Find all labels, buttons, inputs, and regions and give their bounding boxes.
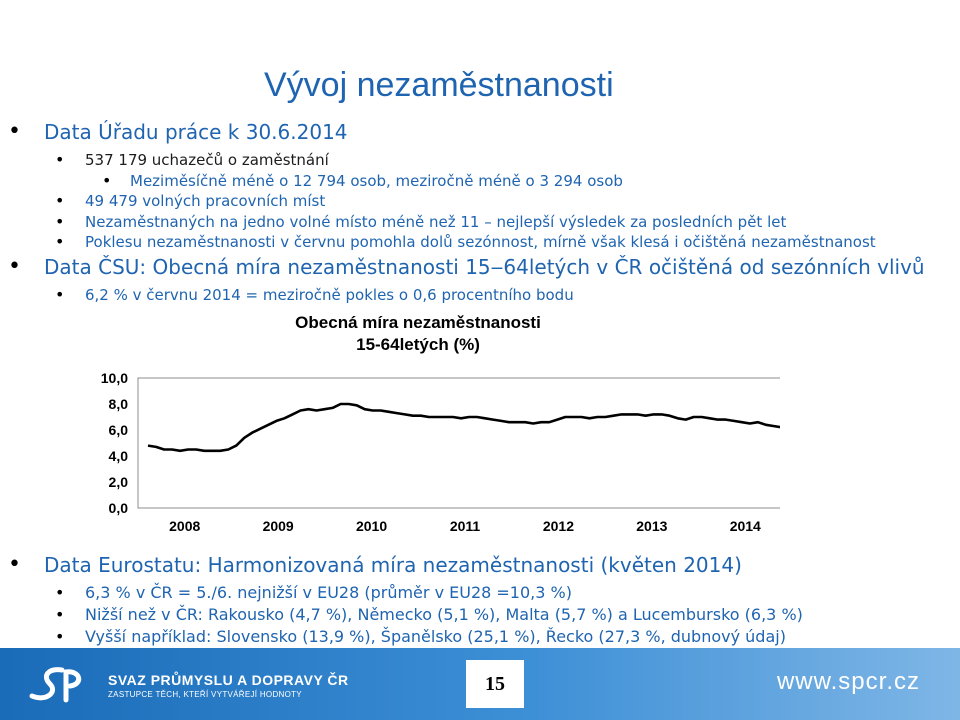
- chart-title-line: 15-64letých (%): [356, 335, 480, 354]
- y-tick-label: 2,0: [109, 474, 129, 490]
- y-tick-label: 0,0: [109, 500, 129, 516]
- org-tagline: ZASTUPCE TĚCH, KTEŘÍ VYTVÁŘEJÍ HODNOTY: [108, 690, 302, 699]
- bullet-list-bottom: Data Eurostatu: Harmonizovaná míra nezam…: [0, 551, 960, 649]
- bullet-item: 49 479 volných pracovních míst: [0, 191, 960, 212]
- footer-bar: SVAZ PRŮMYSLU A DOPRAVY ČR ZASTUPCE TĚCH…: [0, 648, 960, 720]
- chart-title-line: Obecná míra nezaměstnanosti: [295, 313, 541, 332]
- x-tick-label: 2012: [543, 518, 574, 534]
- x-tick-label: 2010: [356, 518, 387, 534]
- website-link[interactable]: www.spcr.cz: [776, 668, 920, 695]
- x-tick-label: 2009: [263, 518, 294, 534]
- bullet-item: 537 179 uchazečů o zaměstnání: [0, 150, 960, 171]
- slide-title: Vývoj nezaměstnanosti: [264, 66, 614, 104]
- x-tick-label: 2008: [169, 518, 200, 534]
- y-tick-label: 6,0: [109, 422, 129, 438]
- bullet-item: Nižší než v ČR: Rakousko (4,7 %), Německ…: [0, 605, 960, 627]
- org-name: SVAZ PRŮMYSLU A DOPRAVY ČR: [108, 672, 349, 688]
- page-number: 15: [466, 660, 524, 708]
- spcr-logo-icon: [29, 667, 82, 703]
- bullet-item: Vyšší například: Slovensko (13,9 %), Špa…: [0, 627, 960, 649]
- bullet-item: 6,2 % v červnu 2014 = meziročně pokles o…: [0, 285, 960, 306]
- plot-area: [137, 377, 780, 509]
- bullet-item: Poklesu nezaměstnanosti v červnu pomohla…: [0, 232, 960, 253]
- bullet-item: Data Eurostatu: Harmonizovaná míra nezam…: [0, 551, 960, 583]
- chart-title: Obecná míra nezaměstnanosti 15-64letých …: [268, 312, 568, 356]
- bullet-item: Meziměsíčně méně o 12 794 osob, meziročn…: [0, 171, 960, 192]
- bullet-item: Nezaměstnaných na jedno volné místo méně…: [0, 212, 960, 233]
- bullet-list-top: Data Úřadu práce k 30.6.2014 537 179 uch…: [0, 118, 960, 305]
- bullet-item: Data ČSU: Obecná míra nezaměstnanosti 15…: [0, 253, 960, 285]
- series-line: [147, 402, 780, 453]
- x-tick-label: 2011: [450, 518, 481, 534]
- y-tick-label: 4,0: [109, 448, 129, 464]
- x-tick-label: 2013: [636, 518, 667, 534]
- x-tick-label: 2014: [730, 518, 761, 534]
- bullet-item: Data Úřadu práce k 30.6.2014: [0, 118, 960, 150]
- y-tick-label: 8,0: [109, 396, 129, 412]
- unemployment-line-chart: 0,0 2,0 4,0 6,0 8,0 10,0 2008 2009 2010 2011 2012 2…: [101, 370, 780, 534]
- bullet-item: 6,3 % v ČR = 5./6. nejnižší v EU28 (prům…: [0, 583, 960, 605]
- y-tick-label: 10,0: [101, 370, 128, 386]
